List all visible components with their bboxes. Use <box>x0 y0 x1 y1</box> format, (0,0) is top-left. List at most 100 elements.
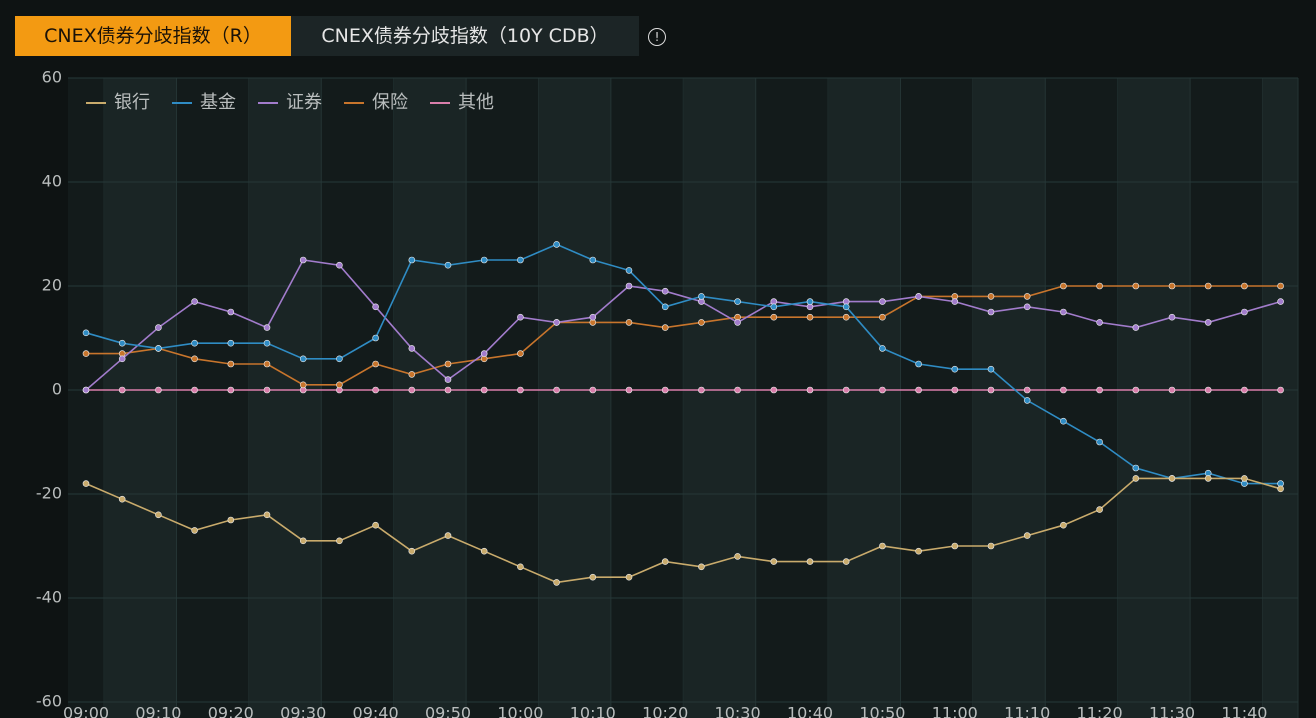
data-point <box>263 339 271 347</box>
data-point <box>299 381 307 389</box>
data-point <box>951 386 959 394</box>
data-point <box>1023 293 1031 300</box>
x-tick-label: 10:10 <box>570 704 616 718</box>
x-tick-label: 09:10 <box>135 704 181 718</box>
data-point <box>734 386 741 394</box>
data-point <box>155 386 162 394</box>
data-point <box>1096 319 1103 326</box>
x-tick-label: 11:10 <box>1004 704 1050 718</box>
data-point <box>661 558 669 565</box>
data-point <box>589 573 597 581</box>
data-point <box>118 355 126 363</box>
data-point <box>408 547 416 555</box>
legend-label: 基金 <box>200 92 236 113</box>
data-point <box>625 282 633 290</box>
data-point <box>517 313 524 321</box>
x-tick-label: 10:50 <box>859 704 905 718</box>
data-point <box>82 350 90 357</box>
series-line <box>86 285 1281 386</box>
data-point <box>1168 386 1176 394</box>
data-point <box>879 345 886 352</box>
info-icon[interactable]: ! <box>648 28 666 46</box>
data-point <box>191 386 198 394</box>
data-point <box>118 495 126 503</box>
data-point <box>770 386 778 394</box>
data-point <box>589 256 597 264</box>
tab-active[interactable]: CNEX债券分歧指数（R） <box>15 16 291 56</box>
legend-label: 保险 <box>372 92 408 113</box>
data-point <box>770 303 778 311</box>
data-point <box>625 319 633 326</box>
data-point <box>480 547 488 555</box>
band <box>104 78 177 718</box>
data-point <box>1023 303 1031 311</box>
data-point <box>879 298 886 305</box>
data-point <box>661 386 669 394</box>
data-point <box>625 267 633 274</box>
data-point <box>1132 324 1140 331</box>
data-point <box>1204 386 1212 394</box>
data-point <box>408 345 416 352</box>
data-point <box>625 573 633 581</box>
data-point <box>1060 417 1067 425</box>
data-point <box>1132 282 1140 290</box>
data-point <box>951 365 959 373</box>
data-point <box>589 386 597 394</box>
data-point <box>661 303 669 311</box>
data-point <box>770 558 778 565</box>
data-point <box>1132 475 1140 482</box>
data-point <box>806 558 814 565</box>
legend-label: 其他 <box>458 92 494 113</box>
data-point <box>517 256 524 264</box>
data-point <box>263 511 271 519</box>
x-tick-label: 10:00 <box>497 704 543 718</box>
data-point <box>444 532 452 539</box>
data-point <box>1096 386 1103 394</box>
band <box>248 78 322 718</box>
data-point <box>1277 282 1284 290</box>
data-point <box>698 293 705 300</box>
data-point <box>372 360 379 368</box>
data-point <box>698 563 705 571</box>
y-tick-label: 20 <box>42 276 62 295</box>
data-point <box>987 386 995 394</box>
data-point <box>299 355 307 363</box>
y-tick-label: -40 <box>36 588 62 607</box>
data-point <box>191 527 198 534</box>
data-point <box>299 256 307 264</box>
data-point <box>263 386 271 394</box>
data-point <box>227 360 235 368</box>
data-point <box>879 386 886 394</box>
data-point <box>263 324 271 331</box>
x-tick-label: 09:20 <box>208 704 254 718</box>
data-point <box>1204 475 1212 482</box>
data-point <box>408 256 416 264</box>
data-point <box>155 511 162 519</box>
data-point <box>118 386 126 394</box>
data-point <box>915 293 922 300</box>
data-point <box>1023 397 1031 404</box>
band <box>538 78 611 718</box>
data-point <box>1096 282 1103 290</box>
data-point <box>842 303 850 311</box>
data-point <box>987 308 995 316</box>
data-point <box>227 516 235 524</box>
data-point <box>480 386 488 394</box>
data-point <box>227 308 235 316</box>
data-point <box>1241 475 1248 482</box>
data-point <box>1060 308 1067 316</box>
data-point <box>444 261 452 269</box>
band <box>1262 78 1298 718</box>
data-point <box>118 339 126 347</box>
y-tick-label: -60 <box>36 692 62 711</box>
data-point <box>1204 282 1212 290</box>
y-tick-label: -20 <box>36 484 62 503</box>
tab[interactable]: CNEX债券分歧指数（10Y CDB） <box>291 16 639 56</box>
data-point <box>191 298 198 305</box>
band <box>393 78 467 718</box>
band <box>828 78 901 718</box>
data-point <box>1204 319 1212 326</box>
data-point <box>408 386 416 394</box>
data-point <box>1132 386 1140 394</box>
